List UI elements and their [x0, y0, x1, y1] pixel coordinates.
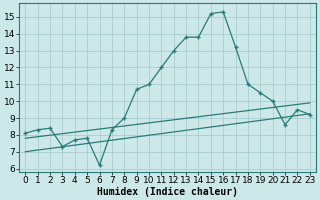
X-axis label: Humidex (Indice chaleur): Humidex (Indice chaleur)	[97, 186, 238, 197]
